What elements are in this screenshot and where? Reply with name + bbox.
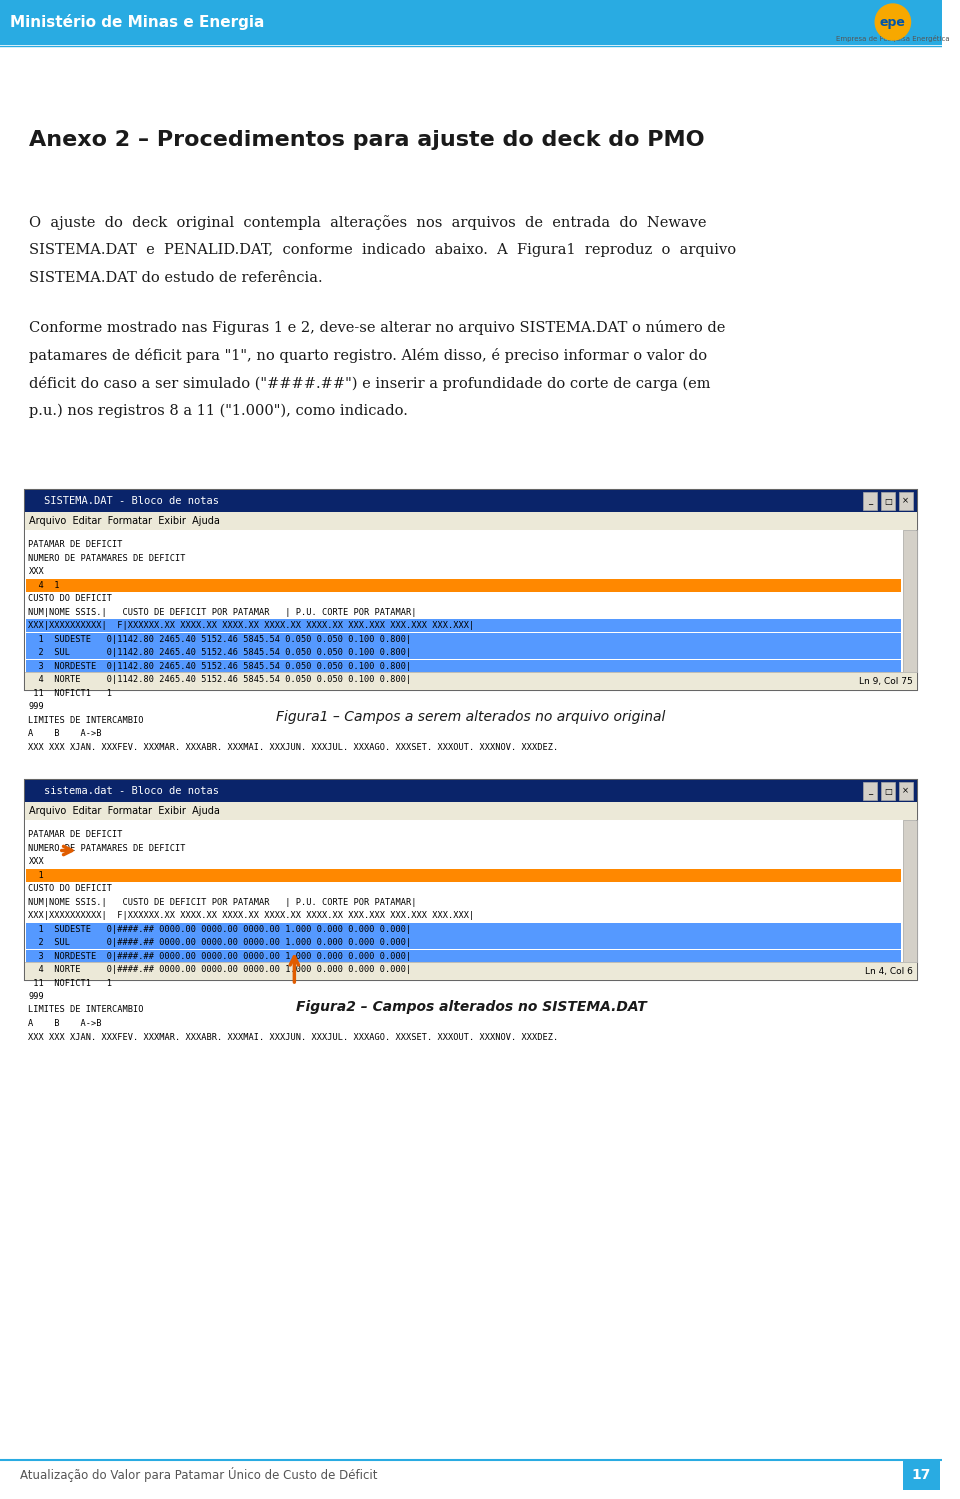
FancyBboxPatch shape (26, 633, 900, 646)
FancyBboxPatch shape (899, 782, 913, 800)
Text: 1  SUDESTE   0|1142.80 2465.40 5152.46 5845.54 0.050 0.050 0.100 0.800|: 1 SUDESTE 0|1142.80 2465.40 5152.46 5845… (29, 634, 412, 643)
Text: CUSTO DO DEFICIT: CUSTO DO DEFICIT (29, 884, 112, 893)
FancyBboxPatch shape (26, 949, 900, 962)
FancyBboxPatch shape (25, 531, 902, 672)
Text: 999: 999 (29, 992, 44, 1001)
FancyBboxPatch shape (26, 935, 900, 949)
Text: XXX|XXXXXXXXXX|  F|XXXXXX.XX XXXX.XX XXXX.XX XXXX.XX XXXX.XX XXX.XXX XXX.XXX XXX: XXX|XXXXXXXXXX| F|XXXXXX.XX XXXX.XX XXXX… (29, 911, 474, 920)
Text: Ln 9, Col 75: Ln 9, Col 75 (859, 676, 913, 685)
Text: ×: × (902, 496, 909, 505)
Text: _: _ (868, 496, 873, 505)
FancyBboxPatch shape (881, 492, 895, 510)
Text: _: _ (868, 787, 873, 796)
Text: 17: 17 (912, 1468, 931, 1483)
Text: 999: 999 (29, 702, 44, 711)
FancyBboxPatch shape (881, 782, 895, 800)
FancyBboxPatch shape (25, 820, 902, 962)
FancyBboxPatch shape (25, 672, 918, 690)
FancyBboxPatch shape (902, 820, 918, 962)
FancyBboxPatch shape (902, 531, 918, 672)
Text: XXX XXX XJAN. XXXFEV. XXXMAR. XXXABR. XXXMAI. XXXJUN. XXXJUL. XXXAGO. XXXSET. XX: XXX XXX XJAN. XXXFEV. XXXMAR. XXXABR. XX… (29, 1033, 559, 1042)
Text: 2  SUL       0|1142.80 2465.40 5152.46 5845.54 0.050 0.050 0.100 0.800|: 2 SUL 0|1142.80 2465.40 5152.46 5845.54 … (29, 648, 412, 657)
FancyBboxPatch shape (25, 962, 918, 980)
Text: p.u.) nos registros 8 a 11 ("1.000"), como indicado.: p.u.) nos registros 8 a 11 ("1.000"), co… (30, 405, 408, 418)
Text: NUMERO DE PATAMARES DE DEFICIT: NUMERO DE PATAMARES DE DEFICIT (29, 553, 186, 562)
FancyBboxPatch shape (25, 779, 918, 980)
Text: A    B    A->B: A B A->B (29, 729, 102, 738)
FancyBboxPatch shape (25, 802, 918, 820)
Text: 4  NORTE     0|1142.80 2465.40 5152.46 5845.54 0.050 0.050 0.100 0.800|: 4 NORTE 0|1142.80 2465.40 5152.46 5845.5… (29, 675, 412, 684)
Text: Arquivo  Editar  Formatar  Exibir  Ajuda: Arquivo Editar Formatar Exibir Ajuda (30, 516, 220, 526)
Text: A    B    A->B: A B A->B (29, 1019, 102, 1028)
Text: Empresa de Pesquisa Energética: Empresa de Pesquisa Energética (836, 34, 949, 42)
Text: sistema.dat - Bloco de notas: sistema.dat - Bloco de notas (44, 785, 219, 796)
Text: Ln 4, Col 6: Ln 4, Col 6 (865, 967, 913, 976)
Text: Anexo 2 – Procedimentos para ajuste do deck do PMO: Anexo 2 – Procedimentos para ajuste do d… (30, 130, 705, 150)
Text: 1: 1 (29, 871, 44, 880)
FancyBboxPatch shape (902, 1460, 940, 1490)
FancyBboxPatch shape (26, 922, 900, 935)
FancyBboxPatch shape (26, 619, 900, 633)
Text: 3  NORDESTE  0|####.## 0000.00 0000.00 0000.00 1.000 0.000 0.000 0.000|: 3 NORDESTE 0|####.## 0000.00 0000.00 000… (29, 952, 412, 961)
Text: LIMITES DE INTERCAMBIO: LIMITES DE INTERCAMBIO (29, 1006, 144, 1015)
FancyBboxPatch shape (0, 0, 942, 45)
Text: 11  NOFICT1   1: 11 NOFICT1 1 (29, 688, 112, 697)
FancyBboxPatch shape (25, 513, 918, 531)
Text: Figura1 – Campos a serem alterados no arquivo original: Figura1 – Campos a serem alterados no ar… (276, 711, 665, 724)
FancyBboxPatch shape (26, 646, 900, 660)
Text: ×: × (902, 787, 909, 796)
Text: NUMERO DE PATAMARES DE DEFICIT: NUMERO DE PATAMARES DE DEFICIT (29, 844, 186, 853)
Text: déficit do caso a ser simulado ("####.##") e inserir a profundidade do corte de : déficit do caso a ser simulado ("####.##… (30, 376, 711, 391)
Text: epe: epe (880, 15, 906, 28)
Text: XXX XXX XJAN. XXXFEV. XXXMAR. XXXABR. XXXMAI. XXXJUN. XXXJUL. XXXAGO. XXXSET. XX: XXX XXX XJAN. XXXFEV. XXXMAR. XXXABR. XX… (29, 742, 559, 751)
Text: SISTEMA.DAT  e  PENALID.DAT,  conforme  indicado  abaixo.  A  Figura1  reproduz : SISTEMA.DAT e PENALID.DAT, conforme indi… (30, 243, 736, 256)
FancyBboxPatch shape (899, 492, 913, 510)
Text: XXX: XXX (29, 857, 44, 866)
Text: PATAMAR DE DEFICIT: PATAMAR DE DEFICIT (29, 830, 123, 839)
Circle shape (876, 4, 910, 40)
Text: 1  SUDESTE   0|####.## 0000.00 0000.00 0000.00 1.000 0.000 0.000 0.000|: 1 SUDESTE 0|####.## 0000.00 0000.00 0000… (29, 925, 412, 934)
FancyBboxPatch shape (863, 782, 877, 800)
Text: 2  SUL       0|####.## 0000.00 0000.00 0000.00 1.000 0.000 0.000 0.000|: 2 SUL 0|####.## 0000.00 0000.00 0000.00 … (29, 938, 412, 947)
Text: 3  NORDESTE  0|1142.80 2465.40 5152.46 5845.54 0.050 0.050 0.100 0.800|: 3 NORDESTE 0|1142.80 2465.40 5152.46 584… (29, 661, 412, 670)
Text: LIMITES DE INTERCAMBIO: LIMITES DE INTERCAMBIO (29, 715, 144, 724)
Text: □: □ (884, 496, 892, 505)
Text: SISTEMA.DAT - Bloco de notas: SISTEMA.DAT - Bloco de notas (44, 496, 219, 507)
Text: □: □ (884, 787, 892, 796)
Text: Arquivo  Editar  Formatar  Exibir  Ajuda: Arquivo Editar Formatar Exibir Ajuda (30, 806, 220, 815)
FancyBboxPatch shape (863, 492, 877, 510)
Text: XXX|XXXXXXXXXX|  F|XXXXXX.XX XXXX.XX XXXX.XX XXXX.XX XXXX.XX XXX.XXX XXX.XXX XXX: XXX|XXXXXXXXXX| F|XXXXXX.XX XXXX.XX XXXX… (29, 621, 474, 630)
Text: 4  NORTE     0|####.## 0000.00 0000.00 0000.00 1.000 0.000 0.000 0.000|: 4 NORTE 0|####.## 0000.00 0000.00 0000.0… (29, 965, 412, 974)
FancyBboxPatch shape (26, 962, 900, 976)
Text: patamares de déficit para "1", no quarto registro. Além disso, é preciso informa: patamares de déficit para "1", no quarto… (30, 348, 708, 363)
FancyBboxPatch shape (26, 579, 900, 592)
Text: O  ajuste  do  deck  original  contempla  alterações  nos  arquivos  de  entrada: O ajuste do deck original contempla alte… (30, 214, 707, 229)
FancyBboxPatch shape (26, 660, 900, 673)
Text: 4  1: 4 1 (29, 580, 60, 589)
FancyBboxPatch shape (26, 868, 900, 881)
Text: XXX: XXX (29, 567, 44, 576)
Text: NUM|NOME SSIS.|   CUSTO DE DEFICIT POR PATAMAR   | P.U. CORTE POR PATAMAR|: NUM|NOME SSIS.| CUSTO DE DEFICIT POR PAT… (29, 607, 417, 616)
Text: Atualização do Valor para Patamar Único de Custo de Déficit: Atualização do Valor para Patamar Único … (19, 1468, 377, 1483)
Text: Figura2 – Campos alterados no SISTEMA.DAT: Figura2 – Campos alterados no SISTEMA.DA… (296, 1000, 646, 1013)
Text: SISTEMA.DAT do estudo de referência.: SISTEMA.DAT do estudo de referência. (30, 271, 324, 285)
FancyBboxPatch shape (25, 490, 918, 690)
FancyBboxPatch shape (25, 490, 918, 513)
Text: 11  NOFICT1   1: 11 NOFICT1 1 (29, 979, 112, 988)
Text: NUM|NOME SSIS.|   CUSTO DE DEFICIT POR PATAMAR   | P.U. CORTE POR PATAMAR|: NUM|NOME SSIS.| CUSTO DE DEFICIT POR PAT… (29, 898, 417, 907)
FancyBboxPatch shape (26, 673, 900, 687)
Text: Conforme mostrado nas Figuras 1 e 2, deve-se alterar no arquivo SISTEMA.DAT o nú: Conforme mostrado nas Figuras 1 e 2, dev… (30, 319, 726, 334)
Text: Ministério de Minas e Energia: Ministério de Minas e Energia (10, 13, 264, 30)
FancyBboxPatch shape (25, 779, 918, 802)
Text: PATAMAR DE DEFICIT: PATAMAR DE DEFICIT (29, 540, 123, 549)
Text: CUSTO DO DEFICIT: CUSTO DO DEFICIT (29, 594, 112, 603)
